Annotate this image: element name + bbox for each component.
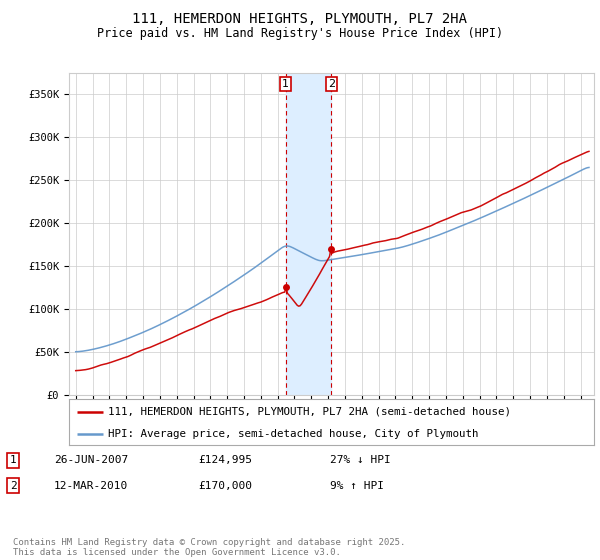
Text: HPI: Average price, semi-detached house, City of Plymouth: HPI: Average price, semi-detached house,… — [109, 429, 479, 438]
Text: 1: 1 — [282, 79, 289, 89]
Text: Contains HM Land Registry data © Crown copyright and database right 2025.
This d: Contains HM Land Registry data © Crown c… — [13, 538, 406, 557]
Text: 1: 1 — [10, 455, 17, 465]
Text: 2: 2 — [10, 480, 17, 491]
Text: 27% ↓ HPI: 27% ↓ HPI — [330, 455, 391, 465]
Text: £170,000: £170,000 — [198, 480, 252, 491]
Bar — [286, 73, 331, 395]
Text: Price paid vs. HM Land Registry's House Price Index (HPI): Price paid vs. HM Land Registry's House … — [97, 27, 503, 40]
Text: 9% ↑ HPI: 9% ↑ HPI — [330, 480, 384, 491]
Text: 12-MAR-2010: 12-MAR-2010 — [54, 480, 128, 491]
Text: 26-JUN-2007: 26-JUN-2007 — [54, 455, 128, 465]
Text: 111, HEMERDON HEIGHTS, PLYMOUTH, PL7 2HA (semi-detached house): 111, HEMERDON HEIGHTS, PLYMOUTH, PL7 2HA… — [109, 407, 511, 417]
Text: 111, HEMERDON HEIGHTS, PLYMOUTH, PL7 2HA: 111, HEMERDON HEIGHTS, PLYMOUTH, PL7 2HA — [133, 12, 467, 26]
Text: 2: 2 — [328, 79, 335, 89]
Text: £124,995: £124,995 — [198, 455, 252, 465]
